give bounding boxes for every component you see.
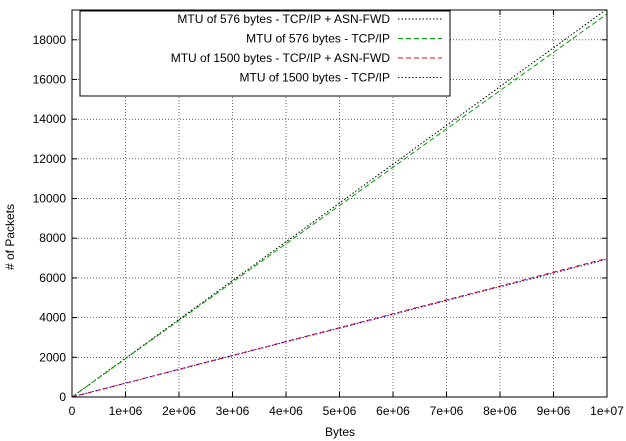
legend-label: MTU of 576 bytes - TCP/IP + ASN-FWD <box>177 12 390 26</box>
y-tick-label: 4000 <box>39 311 66 325</box>
y-tick-label: 2000 <box>39 350 66 364</box>
y-tick-label: 10000 <box>33 192 67 206</box>
y-tick-label: 0 <box>59 390 66 404</box>
x-tick-label: 7e+06 <box>430 404 464 418</box>
ticks: 0 1e+06 2e+06 3e+06 4e+06 5e+06 6e+06 7e+06 8e+0… <box>33 10 624 418</box>
x-tick-label: 4e+06 <box>269 404 303 418</box>
x-axis-label: Bytes <box>325 425 355 439</box>
x-tick-label: 6e+06 <box>376 404 410 418</box>
x-tick-label: 8e+06 <box>483 404 517 418</box>
x-tick-label: 3e+06 <box>216 404 250 418</box>
y-axis-label: # of Packets <box>3 204 17 270</box>
series-lines <box>71 8 608 398</box>
y-tick-label: 6000 <box>39 271 66 285</box>
legend-box <box>79 10 451 97</box>
legend: MTU of 576 bytes - TCP/IP + ASN-FWD MTU o… <box>79 10 451 97</box>
series-line-1 <box>71 13 608 398</box>
series-line-0 <box>71 8 608 398</box>
x-tick-label: 1e+07 <box>590 404 624 418</box>
x-tick-label: 9e+06 <box>537 404 571 418</box>
y-tick-label: 14000 <box>33 112 67 126</box>
legend-label: MTU of 1500 bytes - TCP/IP + ASN-FWD <box>171 51 391 65</box>
series-line-3 <box>71 258 608 398</box>
x-tick-label: 5e+06 <box>323 404 357 418</box>
x-tick-label: 2e+06 <box>162 404 196 418</box>
y-tick-label: 8000 <box>39 231 66 245</box>
y-tick-label: 12000 <box>33 152 67 166</box>
legend-label: MTU of 576 bytes - TCP/IP <box>246 32 390 46</box>
legend-label: MTU of 1500 bytes - TCP/IP <box>240 71 391 85</box>
x-tick-label: 1e+06 <box>109 404 143 418</box>
y-tick-label: 18000 <box>33 33 67 47</box>
y-tick-label: 16000 <box>33 72 67 86</box>
x-tick-label: 0 <box>69 404 76 418</box>
